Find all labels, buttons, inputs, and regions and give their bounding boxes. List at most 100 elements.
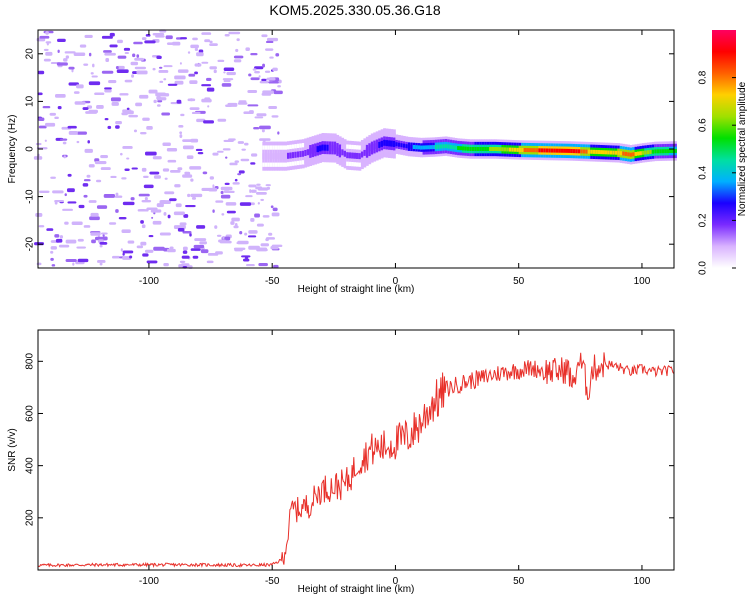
signal-cell xyxy=(447,144,451,149)
noise-blob xyxy=(130,197,135,201)
colorbar-label: Normalized spectral amplitude xyxy=(737,81,748,216)
noise-blob xyxy=(149,171,160,175)
signal-cell xyxy=(417,145,421,150)
noise-blob xyxy=(209,40,213,44)
noise-blob xyxy=(140,132,147,135)
noise-blob xyxy=(49,112,56,116)
colorbar: 0.0 0.2 0.4 0.6 0.8 Normalized spectral ampl… xyxy=(698,30,748,275)
noise-blob xyxy=(109,32,115,37)
noise-blob xyxy=(177,227,185,232)
signal-cell xyxy=(331,144,335,151)
noise-blob xyxy=(222,78,234,81)
signal-cell xyxy=(338,147,342,154)
noise-blob xyxy=(36,262,42,266)
noise-blob xyxy=(159,66,163,69)
noise-blob xyxy=(104,88,112,93)
noise-blob xyxy=(178,125,184,128)
noise-blob xyxy=(36,37,46,42)
signal-cell xyxy=(296,151,300,158)
signal-cell xyxy=(343,150,347,157)
noise-blob xyxy=(152,33,165,36)
noise-blob xyxy=(94,161,107,165)
noise-blob xyxy=(201,61,209,64)
noise-blob xyxy=(158,70,169,73)
signal-cell xyxy=(284,153,288,160)
noise-blob xyxy=(221,83,232,87)
noise-blob xyxy=(265,238,269,242)
noise-blob xyxy=(102,236,108,241)
noise-blob xyxy=(256,223,264,227)
noise-blob xyxy=(223,190,230,193)
noise-blob xyxy=(146,207,158,211)
noise-blob xyxy=(189,166,202,170)
noise-blob xyxy=(237,141,245,144)
noise-blob xyxy=(115,125,120,129)
noise-blob xyxy=(250,77,260,81)
noise-blob xyxy=(165,35,173,40)
signal-cell xyxy=(314,146,317,153)
noise-blob xyxy=(145,33,151,37)
noise-blob xyxy=(174,75,186,80)
noise-blob xyxy=(88,81,101,86)
noise-blob xyxy=(224,34,230,37)
noise-blob xyxy=(38,225,45,228)
noise-blob xyxy=(83,225,91,228)
noise-blob xyxy=(167,214,171,219)
noise-blob xyxy=(83,63,89,66)
noise-blob xyxy=(118,216,127,220)
signal-cell xyxy=(425,145,428,150)
noise-blob xyxy=(144,40,156,44)
noise-blob xyxy=(189,80,198,85)
signal-cell xyxy=(442,144,446,149)
noise-blob xyxy=(271,212,280,217)
noise-blob xyxy=(194,238,207,241)
noise-blob xyxy=(151,216,154,219)
noise-blob xyxy=(83,179,91,182)
noise-blob xyxy=(234,178,238,182)
noise-blob xyxy=(179,222,187,226)
noise-blob xyxy=(224,182,230,185)
noise-blob xyxy=(262,215,270,218)
noise-blob xyxy=(182,174,193,178)
noise-blob xyxy=(237,102,248,105)
noise-blob xyxy=(102,234,105,237)
signal-cell xyxy=(360,151,364,158)
signal-cell xyxy=(624,151,628,156)
noise-blob xyxy=(39,35,50,39)
noise-blob xyxy=(260,198,264,201)
noise-blob xyxy=(221,213,225,216)
signal-cell xyxy=(580,149,584,154)
noise-blob xyxy=(133,41,143,45)
noise-blob xyxy=(95,179,102,183)
noise-blob xyxy=(120,152,123,156)
signal-cell xyxy=(299,151,303,158)
noise-blob xyxy=(60,138,68,141)
noise-blob xyxy=(122,146,133,149)
noise-blob xyxy=(228,138,236,141)
noise-blob xyxy=(152,220,162,225)
noise-blob xyxy=(163,78,167,81)
noise-blob xyxy=(63,58,68,62)
noise-blob xyxy=(79,44,87,48)
noise-blob xyxy=(141,37,147,41)
noise-blob xyxy=(64,193,67,197)
signal-cell xyxy=(405,144,409,149)
signal-cell xyxy=(555,148,559,153)
noise-blob xyxy=(272,207,278,212)
noise-blob xyxy=(159,80,164,83)
noise-blob xyxy=(142,117,150,121)
signal-cell xyxy=(469,147,473,151)
signal-cell xyxy=(538,148,542,153)
signal-cell xyxy=(637,151,640,156)
signal-cell xyxy=(341,149,345,156)
signal-cell xyxy=(609,150,613,155)
signal-cell xyxy=(533,148,537,153)
signal-cell xyxy=(282,153,285,160)
signal-cell xyxy=(553,148,557,153)
signal-cell xyxy=(385,140,389,147)
signal-cell xyxy=(669,149,672,154)
noise-blob xyxy=(122,252,125,256)
signal-cell xyxy=(550,148,554,153)
noise-blob xyxy=(138,193,150,197)
